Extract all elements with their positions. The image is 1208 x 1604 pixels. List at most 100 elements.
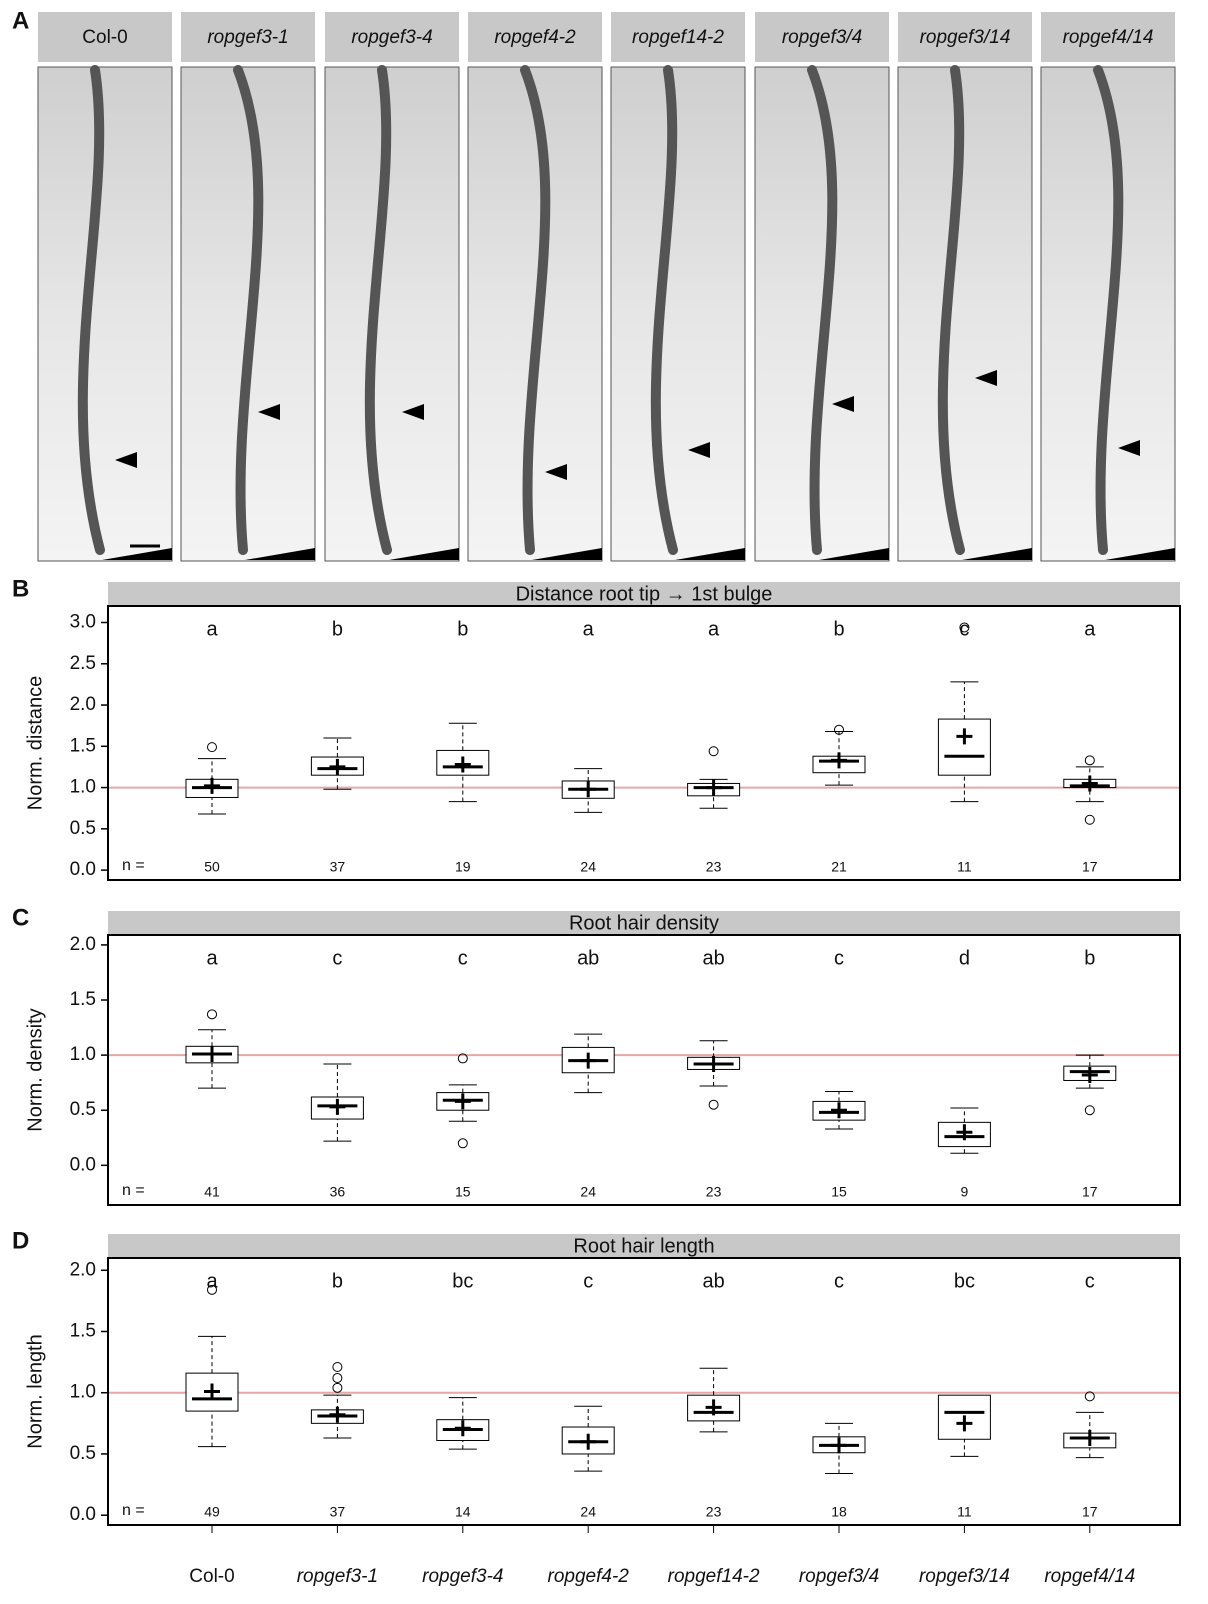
root xyxy=(807,65,838,555)
scale-wedge xyxy=(532,548,602,560)
x-tick-label: ropgef3/4 xyxy=(799,1566,879,1587)
letter: c xyxy=(332,947,342,969)
mean xyxy=(329,758,346,775)
root xyxy=(1093,65,1124,555)
outlier xyxy=(207,1009,217,1020)
n-value: 23 xyxy=(706,1184,722,1200)
y-axis-title: Norm. density xyxy=(24,1008,46,1131)
x-tick-label: ropgef3/14 xyxy=(919,1566,1010,1587)
letter: c xyxy=(834,947,844,969)
y-tick-label: 1.0 xyxy=(70,777,96,798)
letter: c xyxy=(959,618,969,640)
genotype-header xyxy=(755,12,889,62)
mean xyxy=(454,756,471,773)
letter: b xyxy=(457,618,468,640)
x-tick-label: ropgef4-2 xyxy=(548,1566,630,1587)
genotype-header xyxy=(38,12,172,62)
outlier xyxy=(959,622,970,633)
n-value: 23 xyxy=(706,1504,722,1520)
chart-title: Root hair density xyxy=(569,912,719,934)
y-tick-label: 1.0 xyxy=(70,1044,96,1065)
n-value: 15 xyxy=(831,1184,847,1200)
genotype-label: ropgef4-2 xyxy=(494,27,576,48)
outlier xyxy=(1084,755,1095,766)
plot-frame xyxy=(107,605,1181,881)
mean xyxy=(580,1433,597,1450)
n-value: 18 xyxy=(831,1504,847,1520)
scale-wedge xyxy=(245,548,315,560)
outlier xyxy=(332,1362,343,1373)
root xyxy=(650,65,678,555)
y-tick-label: 1.5 xyxy=(70,989,96,1010)
mean xyxy=(454,1093,471,1110)
arrowhead xyxy=(115,452,137,468)
letter: b xyxy=(833,618,844,640)
letter: c xyxy=(1085,1270,1095,1292)
y-tick-label: 1.0 xyxy=(70,1382,96,1403)
mean xyxy=(956,728,973,745)
x-tick-label: ropgef14-2 xyxy=(668,1566,760,1587)
mean xyxy=(1081,775,1098,792)
n-label: n = xyxy=(122,857,145,874)
letter: ab xyxy=(702,947,724,969)
mean xyxy=(956,1415,973,1432)
genotype-label: ropgef3-1 xyxy=(207,27,288,48)
letter: ab xyxy=(702,1270,724,1292)
mean xyxy=(705,1055,722,1072)
panel-header xyxy=(108,1234,1180,1258)
y-tick-label: 0.5 xyxy=(70,818,96,839)
root xyxy=(520,65,551,555)
mean xyxy=(204,1046,220,1063)
plot-frame xyxy=(107,1257,1181,1526)
outlier xyxy=(708,1099,719,1110)
genotype-label: Col-0 xyxy=(82,27,127,48)
y-tick-label: 0.5 xyxy=(70,1099,96,1120)
box xyxy=(937,1394,991,1440)
n-value: 11 xyxy=(957,859,972,875)
mean xyxy=(831,1437,847,1454)
n-value: 24 xyxy=(580,859,596,875)
genotype-label: ropgef14-2 xyxy=(632,27,724,48)
panel-header xyxy=(108,582,1180,606)
genotype-header xyxy=(468,12,602,62)
n-value: 24 xyxy=(580,1184,596,1200)
letter: bc xyxy=(452,1270,473,1292)
root xyxy=(77,65,105,555)
y-tick-label: 2.0 xyxy=(70,934,96,955)
letter: ab xyxy=(577,947,599,969)
arrowhead xyxy=(402,404,424,420)
n-value: 15 xyxy=(455,1184,471,1200)
scale-wedge xyxy=(1105,548,1175,560)
n-value: 17 xyxy=(1082,859,1098,875)
y-axis-title: Norm. length xyxy=(24,1334,46,1449)
y-tick-label: 1.5 xyxy=(70,735,96,756)
letter: b xyxy=(332,618,343,640)
letter: d xyxy=(959,947,970,969)
arrowhead xyxy=(545,464,567,480)
genotype-header xyxy=(898,12,1032,62)
n-value: 11 xyxy=(957,1504,972,1520)
n-value: 17 xyxy=(1082,1184,1098,1200)
panel-header xyxy=(108,911,1180,935)
n-value: 41 xyxy=(204,1184,220,1200)
outlier xyxy=(332,1382,343,1393)
n-value: 36 xyxy=(330,1184,346,1200)
n-value: 9 xyxy=(961,1184,969,1200)
mean xyxy=(705,1399,722,1416)
root-image xyxy=(897,66,1033,562)
chart-title: Root hair length xyxy=(573,1235,714,1257)
genotype-label: ropgef3/14 xyxy=(920,27,1011,48)
mean xyxy=(580,781,597,798)
y-tick-label: 3.0 xyxy=(70,612,96,633)
letter: a xyxy=(1084,618,1096,640)
letter: a xyxy=(583,618,595,640)
root-image xyxy=(467,66,603,562)
letter: c xyxy=(583,1270,593,1292)
arrowhead xyxy=(975,370,997,386)
scale-wedge xyxy=(102,548,172,560)
n-value: 37 xyxy=(330,859,346,875)
mean xyxy=(204,1383,220,1400)
y-tick-label: 0.5 xyxy=(70,1443,96,1464)
x-tick-label: ropgef3-4 xyxy=(422,1566,503,1587)
